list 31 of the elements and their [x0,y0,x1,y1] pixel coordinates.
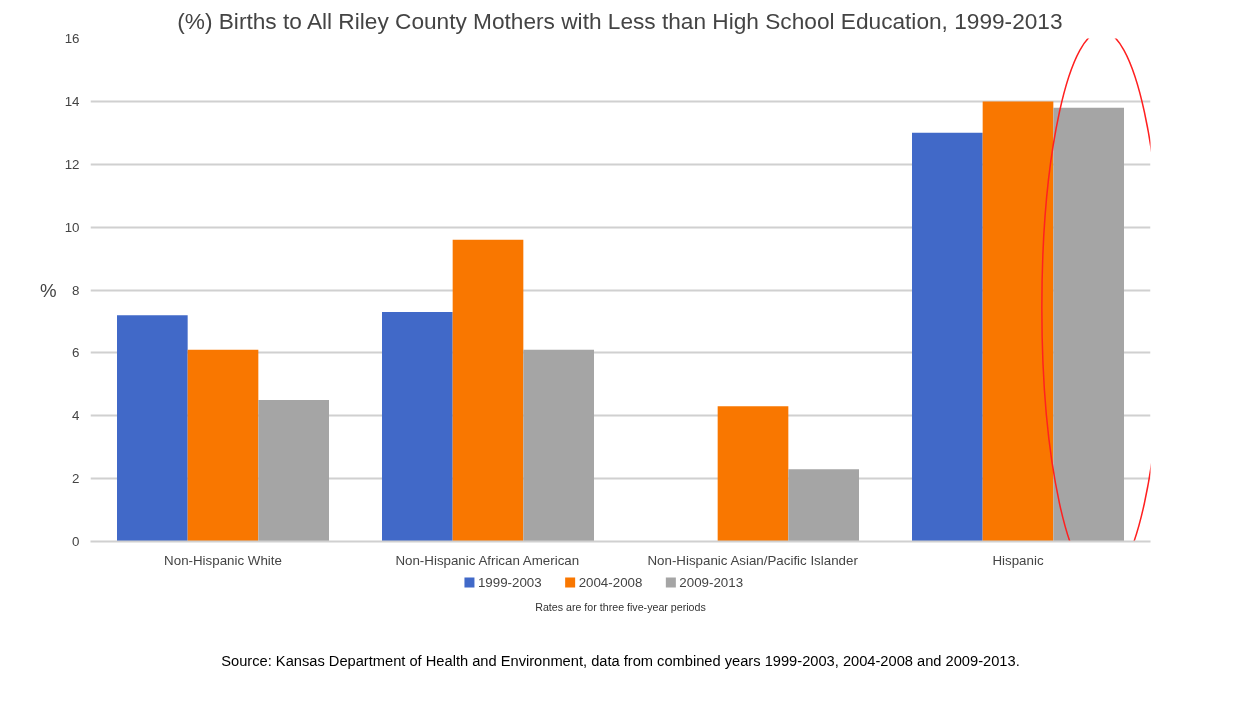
x-tick-label: Hispanic [992,552,1044,568]
y-tick-label: 6 [72,345,80,361]
legend-label: 2004-2008 [578,575,643,590]
y-tick-label: 0 [72,534,80,549]
bar [523,349,594,542]
bar [187,349,259,542]
source-note: Source: Kansas Department of Health and Environment, data from combined years 1999-2003, 2004-2008 and 2009-2013. [221,652,1020,669]
legend-label: 1999-2003 [477,575,542,590]
y-tick-label: 12 [64,156,80,172]
bar [382,312,453,542]
x-tick-label: Non-Hispanic Asian/Pacific Islander [647,552,859,568]
y-tick-label: 2 [72,471,80,487]
bar [788,469,859,542]
y-tick-label: 14 [64,93,81,109]
chart-title: (%) Births to All Riley County Mothers with Less than High School Education, 1999-2013 [177,7,1063,34]
bar [1053,107,1124,542]
x-tick-label: Non-Hispanic African American [395,552,580,568]
bar [452,239,524,542]
bar [258,400,329,542]
y-tick-label: 8 [72,282,80,298]
y-axis-title: % [40,279,57,301]
text: Rates are for three five-year periods [535,600,706,613]
x-tick-label: Non-Hispanic White [164,552,282,568]
bar [117,315,188,542]
legend-label: 2009-2013 [679,575,744,590]
bar [717,406,789,542]
bar [982,101,1054,542]
y-tick-label: 16 [64,31,80,46]
y-tick-label: 10 [64,219,80,235]
bar [912,132,983,542]
y-tick-label: 4 [72,408,81,424]
